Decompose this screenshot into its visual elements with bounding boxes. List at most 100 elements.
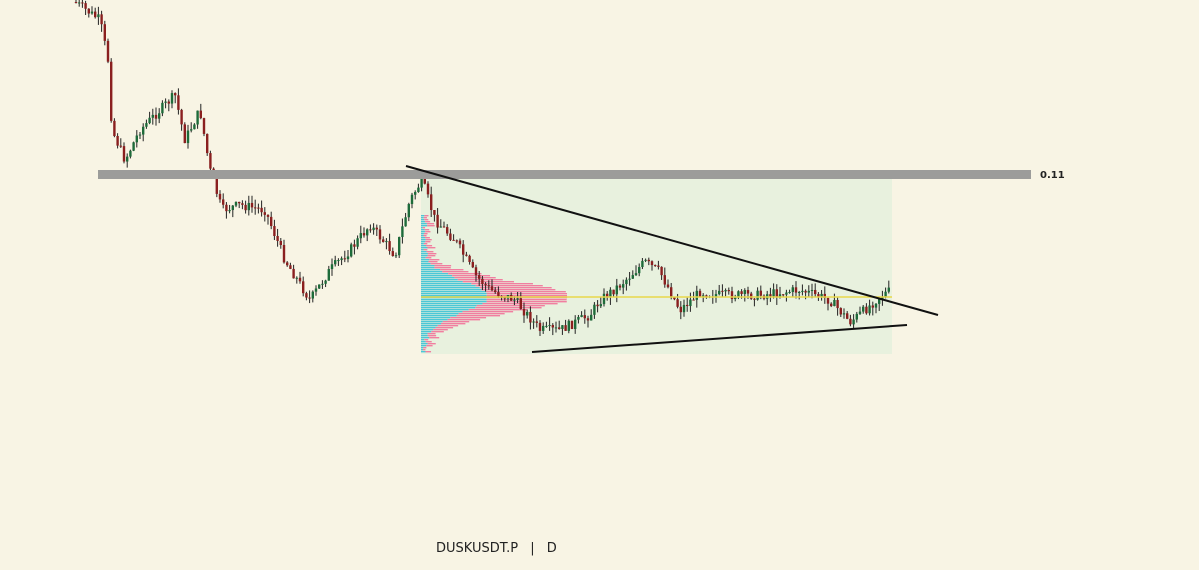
candle-body — [833, 299, 836, 307]
profile-bar-b — [427, 253, 437, 255]
candle-body — [170, 93, 174, 104]
candle-body — [759, 290, 762, 296]
profile-bar-a — [421, 223, 427, 225]
candle-body — [119, 145, 122, 147]
candle-body — [666, 284, 670, 288]
profile-bar-b — [457, 279, 503, 281]
candle-body — [375, 227, 378, 230]
candle-body — [532, 321, 535, 323]
candle-body — [446, 227, 449, 234]
profile-bar-b — [424, 229, 430, 231]
profile-bar-b — [442, 271, 469, 273]
candle-body — [734, 297, 737, 300]
candle-body — [174, 93, 177, 96]
candle-body — [606, 293, 609, 298]
candle-body — [612, 289, 615, 295]
profile-bar-b — [475, 307, 542, 309]
candle-body — [634, 273, 638, 276]
candle-body — [378, 229, 382, 240]
profile-bar-b — [437, 325, 459, 327]
profile-bar-b — [423, 243, 428, 245]
profile-bar-b — [424, 215, 429, 217]
candle-body — [145, 123, 148, 127]
candle-body — [497, 292, 500, 297]
candle-body — [689, 299, 692, 307]
candle-body — [196, 110, 199, 125]
candle-body — [692, 299, 695, 301]
candle-body — [660, 266, 663, 276]
candle-body — [334, 260, 337, 265]
profile-bar-b — [424, 219, 429, 221]
profile-bar-b — [431, 331, 444, 333]
candle-body — [593, 304, 596, 315]
candle-body — [842, 313, 846, 315]
candle-body — [631, 275, 634, 279]
profile-bar-a — [421, 251, 427, 253]
candle-body — [852, 319, 855, 325]
candle-body — [602, 293, 606, 305]
candle-body — [702, 295, 705, 297]
profile-bar-b — [479, 287, 552, 289]
profile-bar-b — [458, 313, 505, 315]
candle-body — [458, 240, 462, 245]
profile-bar-a — [421, 259, 430, 261]
profile-bar-a — [421, 299, 487, 301]
profile-bar-a — [421, 275, 453, 277]
candle-body — [110, 61, 113, 121]
profile-bar-b — [425, 231, 431, 233]
profile-bar-b — [429, 259, 440, 261]
candle-body — [330, 264, 334, 270]
candle-body — [401, 226, 404, 238]
interval: D — [547, 541, 557, 556]
candle-body — [321, 283, 324, 285]
candle-body — [74, 2, 78, 3]
profile-bar-a — [421, 341, 426, 343]
candle-body — [474, 267, 478, 276]
candle-body — [177, 95, 180, 110]
candle-body — [353, 244, 356, 247]
profile-bar-a — [421, 269, 441, 271]
candle-body — [586, 318, 590, 321]
candle-body — [270, 216, 273, 227]
candle-body — [193, 124, 196, 130]
profile-bar-a — [421, 347, 424, 349]
candle-body — [618, 285, 622, 288]
candle-body — [798, 292, 801, 294]
candle-body — [782, 294, 785, 296]
candle-body — [686, 304, 689, 307]
candle-body — [135, 135, 138, 143]
candle-body — [414, 192, 417, 195]
symbol-info: DUSKUSDT.P | D — [436, 541, 557, 556]
candle-body — [87, 8, 90, 14]
profile-bar-a — [421, 241, 426, 243]
profile-bar-a — [421, 325, 438, 327]
candle-body — [263, 212, 266, 215]
candle-body — [849, 318, 852, 325]
candle-body — [830, 303, 833, 307]
candles — [74, 0, 890, 336]
profile-bar-a — [421, 257, 426, 259]
candle-body — [215, 178, 218, 194]
candle-body — [625, 279, 628, 285]
profile-bar-a — [421, 329, 434, 331]
profile-bar-a — [421, 263, 431, 265]
candle-body — [737, 291, 740, 298]
candle-body — [286, 262, 289, 266]
candle-body — [103, 24, 106, 41]
candle-body — [129, 150, 132, 157]
candle-body — [638, 267, 641, 274]
separator: | — [530, 541, 534, 556]
candle-body — [282, 245, 286, 263]
candle-body — [346, 256, 350, 260]
candle-body — [308, 297, 311, 299]
candle-body — [599, 304, 602, 307]
profile-bar-b — [486, 295, 568, 297]
candle-body — [164, 101, 167, 103]
candle-body — [654, 265, 657, 267]
candle-body — [234, 201, 238, 206]
candle-body — [570, 320, 574, 329]
candle-body — [804, 290, 807, 293]
profile-bar-a — [421, 229, 425, 231]
candle-body — [580, 315, 583, 317]
candle-body — [545, 325, 548, 327]
